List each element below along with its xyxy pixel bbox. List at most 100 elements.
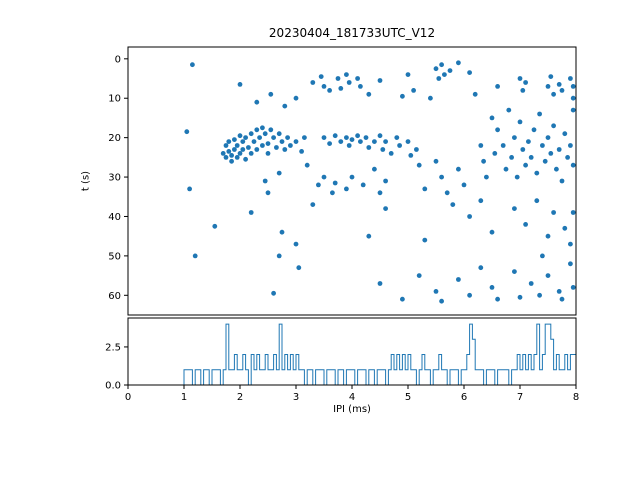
y-tick-label: 0.0 [105, 381, 121, 392]
scatter-point [271, 135, 276, 141]
scatter-point [570, 107, 576, 113]
scatter-point [433, 66, 439, 72]
scatter-point [344, 72, 349, 77]
scatter-point [556, 289, 562, 294]
scatter-point [184, 129, 190, 135]
scatter-point [327, 141, 332, 147]
scatter-point [383, 206, 388, 212]
scatter-point [377, 281, 383, 286]
x-axis-label: IPI (ms) [333, 404, 371, 415]
scatter-point [467, 70, 472, 75]
scatter-point [262, 131, 268, 137]
scatter-point [489, 285, 495, 290]
scatter-point [570, 95, 576, 101]
scatter-point [394, 135, 400, 141]
scatter-point [243, 156, 249, 162]
scatter-point [520, 147, 526, 152]
scatter-point [388, 151, 394, 156]
scatter-point [316, 182, 321, 188]
y-tick-label: 30 [108, 173, 121, 184]
scatter-point [321, 135, 327, 141]
scatter-point [517, 294, 523, 300]
scatter-point [232, 147, 237, 152]
scatter-point [545, 135, 551, 141]
scatter-point [509, 155, 514, 160]
scatter-point [405, 139, 411, 145]
scatter-point [540, 143, 545, 148]
chart-title: 20230404_181733UTC_V12 [268, 26, 436, 40]
scatter-point [416, 273, 422, 278]
scatter-point [318, 74, 324, 79]
scatter-point [332, 133, 338, 139]
scatter-point [248, 210, 254, 215]
scatter-point [551, 210, 556, 215]
scatter-point [534, 198, 540, 204]
x-tick-label: 6 [461, 392, 467, 403]
scatter-point [422, 237, 428, 243]
scatter-point [444, 190, 450, 196]
scatter-point [559, 296, 565, 302]
scatter-point [310, 80, 316, 85]
scatter-point [559, 88, 565, 93]
scatter-point [293, 139, 299, 145]
scatter-point [260, 143, 265, 148]
scatter-point [366, 145, 372, 150]
scatter-point [271, 290, 276, 296]
scatter-point [346, 143, 352, 148]
scatter-point [349, 174, 355, 180]
scatter-point [556, 147, 562, 152]
scatter-point [246, 145, 251, 150]
scatter-point [302, 135, 307, 141]
scatter-point [251, 139, 257, 145]
scatter-point [296, 265, 302, 271]
scatter-point [531, 127, 537, 133]
scatter-point [254, 147, 260, 152]
scatter-point [220, 151, 226, 156]
scatter-point [442, 72, 447, 77]
scatter-point [528, 281, 534, 286]
scatter-point [276, 170, 282, 176]
scatter-point [223, 143, 229, 148]
scatter-point [503, 166, 509, 172]
scatter-point [372, 166, 377, 172]
scatter-point [467, 292, 472, 298]
scatter-point [481, 158, 486, 164]
scatter-point [495, 296, 500, 302]
scatter-point [517, 119, 523, 125]
scatter-point [568, 143, 573, 148]
scatter-point [568, 241, 573, 247]
scatter-point [299, 149, 304, 154]
scatter-point [257, 135, 262, 141]
y-tick-label: 20 [108, 133, 121, 144]
scatter-point [344, 186, 349, 192]
scatter-point [279, 229, 285, 235]
scatter-point [282, 103, 288, 109]
scatter-point [237, 82, 243, 87]
y-tick-label: 40 [108, 212, 121, 223]
scatter-point [411, 88, 416, 93]
scatter-point [568, 261, 573, 267]
scatter-point [274, 145, 279, 150]
scatter-point [234, 143, 240, 148]
scatter-point [523, 162, 528, 168]
scatter-point [240, 139, 246, 145]
scatter-point [526, 139, 531, 145]
scatter-point [534, 170, 540, 176]
scatter-point [192, 253, 198, 259]
scatter-point [495, 84, 500, 89]
scatter-point [360, 182, 366, 188]
scatter-point [265, 141, 271, 147]
scatter-point [472, 91, 478, 97]
scatter-point [190, 62, 195, 68]
scatter-point [262, 178, 268, 184]
scatter-point [405, 72, 411, 77]
scatter-point [338, 139, 344, 145]
scatter-point [570, 84, 576, 89]
scatter-point [416, 162, 422, 168]
scatter-point [229, 153, 235, 158]
scatter-point [400, 296, 405, 302]
y-tick-label: 2.5 [105, 342, 121, 353]
scatter-point [545, 233, 551, 239]
scatter-point [512, 269, 517, 274]
